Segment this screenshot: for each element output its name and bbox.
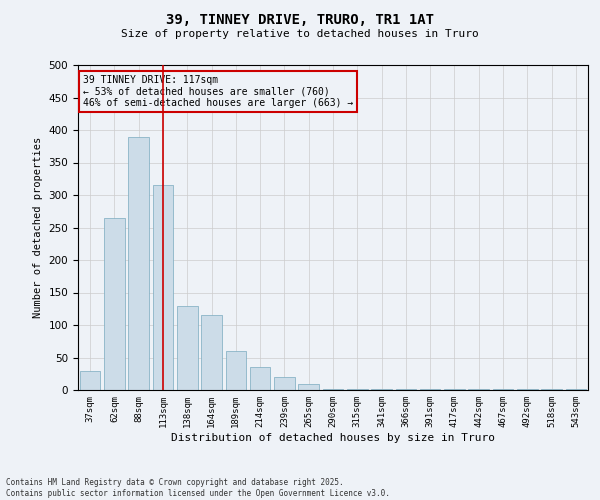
Text: 39, TINNEY DRIVE, TRURO, TR1 1AT: 39, TINNEY DRIVE, TRURO, TR1 1AT [166,12,434,26]
Bar [347,388,368,390]
Bar [177,306,197,390]
Text: 39 TINNEY DRIVE: 117sqm
← 53% of detached houses are smaller (760)
46% of semi-d: 39 TINNEY DRIVE: 117sqm ← 53% of detache… [83,74,353,108]
Bar [298,384,319,390]
Bar [104,218,125,390]
Bar [274,377,295,390]
Y-axis label: Number of detached properties: Number of detached properties [33,137,43,318]
X-axis label: Distribution of detached houses by size in Truro: Distribution of detached houses by size … [171,432,495,442]
Bar [250,367,271,390]
Bar [128,136,149,390]
Text: Size of property relative to detached houses in Truro: Size of property relative to detached ho… [121,29,479,39]
Bar [80,370,100,390]
Bar [152,185,173,390]
Bar [323,388,343,390]
Bar [201,316,222,390]
Text: Contains HM Land Registry data © Crown copyright and database right 2025.
Contai: Contains HM Land Registry data © Crown c… [6,478,390,498]
Bar [226,351,246,390]
